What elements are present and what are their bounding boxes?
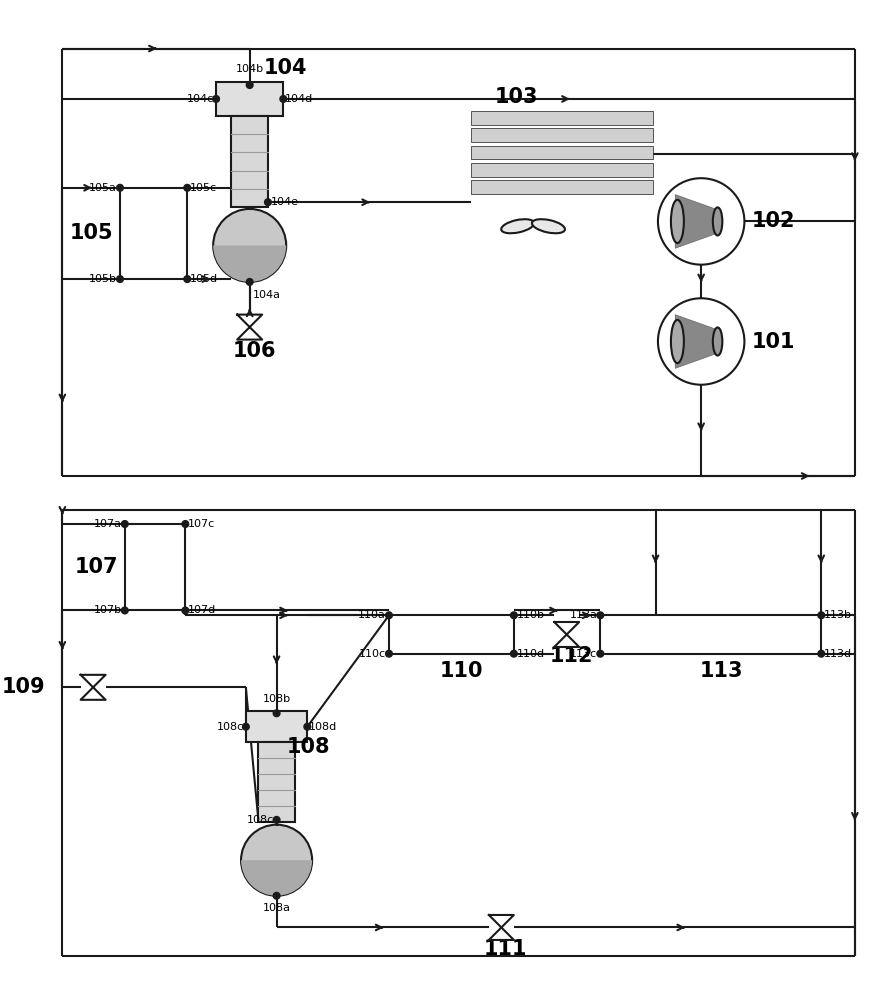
Bar — [389, 615, 513, 654]
Ellipse shape — [712, 327, 721, 356]
Text: 113: 113 — [698, 661, 742, 681]
Polygon shape — [237, 315, 262, 340]
Circle shape — [183, 276, 190, 282]
Bar — [470, 163, 652, 177]
Text: 102: 102 — [751, 211, 795, 231]
Circle shape — [304, 723, 310, 730]
Text: 110b: 110b — [517, 610, 544, 620]
Circle shape — [246, 279, 253, 285]
Bar — [125, 524, 185, 610]
Text: 105d: 105d — [190, 274, 218, 284]
Text: 104a: 104a — [253, 290, 280, 300]
Circle shape — [510, 650, 517, 657]
Circle shape — [817, 612, 824, 619]
Text: 103: 103 — [494, 87, 538, 107]
Bar — [470, 111, 652, 125]
Circle shape — [213, 209, 286, 282]
Polygon shape — [674, 315, 716, 368]
Text: 108c: 108c — [216, 722, 244, 732]
Circle shape — [183, 184, 190, 191]
Circle shape — [817, 650, 824, 657]
Wedge shape — [213, 245, 286, 282]
Text: 107a: 107a — [94, 519, 121, 529]
Text: 107b: 107b — [94, 605, 121, 615]
Circle shape — [596, 650, 603, 657]
Bar — [470, 180, 652, 194]
Polygon shape — [674, 195, 716, 248]
Text: 113b: 113b — [823, 610, 851, 620]
Text: 107: 107 — [74, 557, 118, 577]
Circle shape — [510, 612, 517, 619]
Ellipse shape — [670, 320, 683, 363]
Text: 110c: 110c — [359, 649, 385, 659]
Circle shape — [657, 178, 743, 265]
Polygon shape — [554, 622, 579, 647]
Text: 104: 104 — [264, 58, 307, 78]
Ellipse shape — [501, 219, 533, 233]
Text: 110a: 110a — [358, 610, 385, 620]
Bar — [245, 711, 307, 742]
Ellipse shape — [532, 219, 564, 233]
Circle shape — [117, 276, 123, 282]
Circle shape — [182, 607, 189, 614]
Text: 105a: 105a — [89, 183, 117, 193]
Circle shape — [246, 82, 253, 88]
Text: 111: 111 — [484, 939, 527, 959]
Bar — [600, 615, 820, 654]
Text: 110: 110 — [439, 661, 483, 681]
Circle shape — [213, 96, 219, 102]
Circle shape — [117, 184, 123, 191]
Bar — [120, 188, 187, 279]
Text: 104b: 104b — [236, 64, 263, 74]
Circle shape — [273, 892, 280, 899]
Circle shape — [280, 96, 286, 102]
Text: 113a: 113a — [569, 610, 597, 620]
Bar — [216, 82, 283, 116]
Text: 113c: 113c — [570, 649, 597, 659]
Text: 101: 101 — [751, 332, 795, 352]
Text: 105b: 105b — [89, 274, 117, 284]
Ellipse shape — [670, 200, 683, 243]
Circle shape — [242, 723, 249, 730]
Circle shape — [657, 298, 743, 385]
Text: 108: 108 — [286, 737, 330, 757]
Text: 104d: 104d — [285, 94, 313, 104]
Wedge shape — [241, 860, 312, 896]
Bar — [470, 146, 652, 159]
Text: 107d: 107d — [188, 605, 216, 615]
Circle shape — [273, 710, 280, 717]
Text: 104e: 104e — [270, 197, 299, 207]
Text: 104c: 104c — [187, 94, 214, 104]
Circle shape — [121, 607, 128, 614]
Text: 108c: 108c — [246, 815, 274, 825]
Text: 106: 106 — [232, 341, 276, 361]
Circle shape — [273, 817, 280, 823]
Text: 113d: 113d — [823, 649, 851, 659]
Circle shape — [596, 612, 603, 619]
Text: 108d: 108d — [309, 722, 337, 732]
Text: 109: 109 — [2, 677, 45, 697]
Bar — [258, 742, 294, 822]
Text: 108a: 108a — [262, 903, 291, 913]
Bar — [231, 116, 268, 207]
Ellipse shape — [712, 207, 721, 235]
Circle shape — [385, 650, 392, 657]
Bar — [470, 128, 652, 142]
Polygon shape — [81, 675, 105, 700]
Text: 105: 105 — [70, 223, 113, 243]
Text: 112: 112 — [548, 646, 592, 666]
Text: 108b: 108b — [262, 694, 291, 704]
Circle shape — [264, 199, 271, 206]
Text: 105c: 105c — [190, 183, 217, 193]
Circle shape — [385, 612, 392, 619]
Circle shape — [241, 825, 312, 896]
Polygon shape — [488, 915, 513, 940]
Circle shape — [182, 521, 189, 527]
Text: 110d: 110d — [517, 649, 544, 659]
Text: 107c: 107c — [188, 519, 215, 529]
Circle shape — [121, 521, 128, 527]
